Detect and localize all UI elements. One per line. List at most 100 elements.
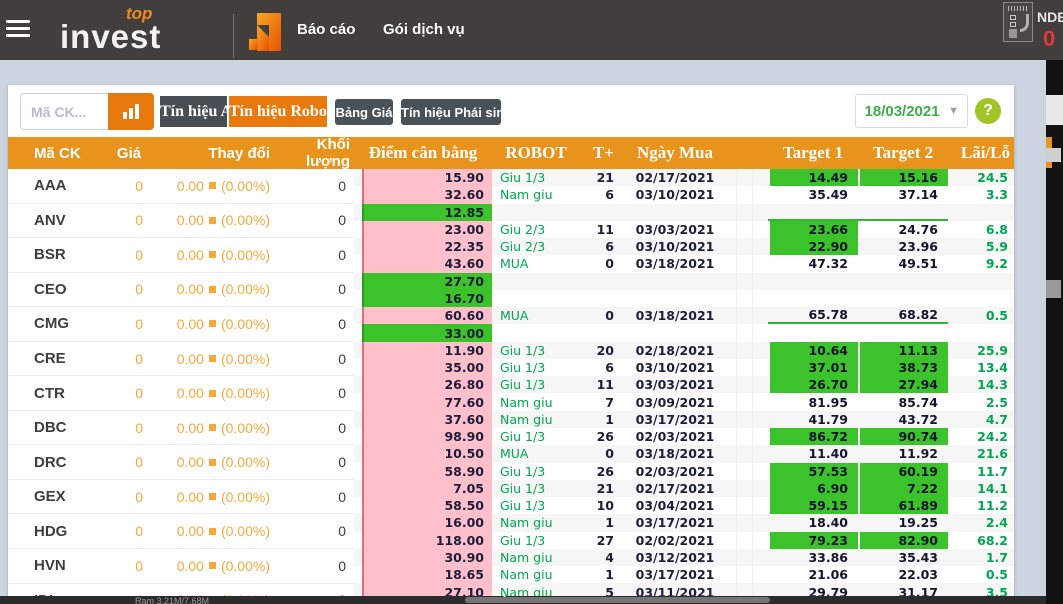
profit-loss-cell: 2.4 bbox=[985, 515, 1008, 531]
signal-row[interactable]: 43.60 MUA 0 03/18/2021 47.32 49.51 9.2 bbox=[354, 255, 1014, 273]
tplus-cell: 27 bbox=[596, 532, 614, 548]
tab-bang-gia[interactable]: Bảng Giá bbox=[335, 99, 393, 125]
col-ma-ck[interactable]: Mã CK bbox=[34, 144, 81, 162]
target1-cell: 41.79 bbox=[808, 411, 848, 427]
table-row[interactable]: CMG 0 0.00 (0.00%) 0 bbox=[8, 307, 354, 342]
change-square-icon bbox=[208, 527, 216, 535]
date-select[interactable]: 18/03/2021 ▼ bbox=[855, 94, 968, 128]
change-square-icon bbox=[208, 458, 216, 466]
target2-cell bbox=[858, 324, 948, 341]
nav-bao-cao[interactable]: Báo cáo bbox=[297, 21, 356, 38]
target2-cell bbox=[858, 204, 948, 221]
balance-cell: 11.90 bbox=[362, 341, 492, 359]
col-target1[interactable]: Target 1 bbox=[782, 143, 844, 162]
nav-goi-dich-vu[interactable]: Gói dịch vụ bbox=[383, 21, 465, 38]
help-icon[interactable]: ? bbox=[975, 98, 1001, 124]
chart-search-button[interactable] bbox=[108, 93, 154, 130]
signal-row[interactable]: 11.90 Giu 1/3 20 02/18/2021 10.64 11.13 … bbox=[354, 341, 1014, 359]
target1-cell: 37.01 bbox=[768, 358, 858, 377]
volume-cell: 0 bbox=[338, 315, 346, 332]
tab-tin-hieu-phai-sinh[interactable]: Tín hiệu Phái sinh bbox=[401, 99, 512, 125]
signal-row[interactable]: 15.90 Giu 1/3 21 02/17/2021 14.49 15.16 … bbox=[354, 169, 1014, 187]
table-row[interactable]: CRE 0 0.00 (0.00%) 0 bbox=[8, 342, 354, 377]
col-gia[interactable]: Giá bbox=[116, 144, 142, 162]
balance-cell: 10.50 bbox=[362, 445, 492, 463]
signal-row[interactable]: 26.80 Giu 1/3 11 03/03/2021 26.70 27.94 … bbox=[354, 376, 1014, 394]
signal-row[interactable]: 58.50 Giu 1/3 10 03/04/2021 59.15 61.89 … bbox=[354, 497, 1014, 515]
buy-date-cell: 03/11/2021 bbox=[635, 584, 715, 600]
signal-row[interactable]: 27.70 bbox=[354, 272, 1014, 290]
col-ngay-mua[interactable]: Ngày Mua bbox=[636, 143, 714, 162]
ticker-cell: CRE bbox=[34, 350, 66, 367]
signal-row[interactable]: 60.60 MUA 0 03/18/2021 65.78 68.82 0.5 bbox=[354, 307, 1014, 325]
robot-signal-cell bbox=[492, 324, 580, 341]
signal-row[interactable]: 23.00 Giu 2/3 11 03/03/2021 23.66 24.76 … bbox=[354, 220, 1014, 239]
balance-cell: 16.70 bbox=[362, 289, 492, 308]
col-lai-lo[interactable]: Lãi/Lỗ bbox=[960, 143, 1010, 162]
table-row[interactable]: CTR 0 0.00 (0.00%) 0 bbox=[8, 376, 354, 411]
signal-row[interactable]: 32.60 Nam giu 6 03/10/2021 35.49 37.14 3… bbox=[354, 186, 1014, 204]
tplus-cell: 0 bbox=[605, 256, 614, 272]
content-card: Tín hiệu AI Tín hiệu Robot Bảng Giá Tín … bbox=[8, 85, 1014, 604]
table-row[interactable]: BSR 0 0.00 (0.00%) 0 bbox=[8, 238, 354, 273]
signal-row[interactable]: 16.00 Nam giu 1 03/17/2021 18.40 19.25 2… bbox=[354, 514, 1014, 532]
buy-date-cell: 03/10/2021 bbox=[635, 360, 715, 376]
profit-loss-cell: 4.7 bbox=[985, 411, 1008, 427]
col-t-plus[interactable]: T+ bbox=[592, 143, 614, 162]
change-cell: 0.00(0.00%) bbox=[176, 523, 270, 540]
ram-usage-text: Ram 3.21M/7.68M bbox=[135, 596, 210, 604]
robot-signal-cell: Nam giu bbox=[500, 411, 553, 427]
target1-cell: 26.70 bbox=[768, 376, 858, 394]
robot-signal-cell: Nam giu bbox=[500, 584, 553, 600]
header-widget-button[interactable] bbox=[1003, 2, 1033, 42]
table-row[interactable]: GEX 0 0.00 (0.00%) 0 bbox=[8, 480, 354, 515]
table-row[interactable]: AAA 0 0.00 (0.00%) 0 bbox=[8, 169, 354, 204]
chevron-down-icon: ▼ bbox=[948, 105, 959, 117]
search-input[interactable] bbox=[20, 93, 109, 130]
signal-row[interactable]: 22.35 Giu 2/3 6 03/10/2021 22.90 23.96 5… bbox=[354, 238, 1014, 256]
signal-row[interactable]: 12.85 bbox=[354, 203, 1014, 221]
table-row[interactable]: HDG 0 0.00 (0.00%) 0 bbox=[8, 514, 354, 550]
table-row[interactable]: DRC 0 0.00 (0.00%) 0 bbox=[8, 445, 354, 480]
tplus-cell: 4 bbox=[605, 549, 614, 565]
col-thay-doi[interactable]: Thay đổi bbox=[208, 144, 270, 162]
signal-row[interactable]: 33.00 bbox=[354, 324, 1014, 342]
signal-row[interactable]: 77.60 Nam giu 7 03/09/2021 81.95 85.74 2… bbox=[354, 393, 1014, 411]
tplus-cell: 6 bbox=[605, 360, 614, 376]
table-row[interactable]: HVN 0 0.00 (0.00%) 0 bbox=[8, 549, 354, 584]
signal-row[interactable]: 7.05 Giu 1/3 21 02/17/2021 6.90 7.22 14.… bbox=[354, 479, 1014, 498]
col-target2[interactable]: Target 2 bbox=[872, 143, 934, 162]
signal-row[interactable]: 35.00 Giu 1/3 6 03/10/2021 37.01 38.73 1… bbox=[354, 358, 1014, 377]
signal-row[interactable]: 10.50 MUA 0 03/18/2021 11.40 11.92 21.6 bbox=[354, 445, 1014, 463]
signal-row[interactable]: 118.00 Giu 1/3 27 02/02/2021 79.23 82.90… bbox=[354, 531, 1014, 549]
signal-row[interactable]: 16.70 bbox=[354, 289, 1014, 308]
tab-tin-hieu-robot[interactable]: Tín hiệu Robot bbox=[229, 96, 332, 127]
col-khoi-luong[interactable]: Khối lượng bbox=[305, 136, 350, 170]
signal-row[interactable]: 58.90 Giu 1/3 26 02/03/2021 57.53 60.19 … bbox=[354, 462, 1014, 480]
change-square-icon bbox=[208, 285, 216, 293]
volume-cell: 0 bbox=[338, 350, 346, 367]
col-diem-can-bang[interactable]: Điểm cân bằng bbox=[368, 143, 478, 162]
table-row[interactable]: CEO 0 0.00 (0.00%) 0 bbox=[8, 273, 354, 308]
profit-loss-cell: 68.2 bbox=[977, 532, 1008, 548]
col-robot[interactable]: ROBOT bbox=[505, 143, 567, 162]
tplus-cell: 1 bbox=[605, 567, 614, 583]
signal-row[interactable]: 18.65 Nam giu 1 03/17/2021 21.06 22.03 0… bbox=[354, 566, 1014, 584]
signal-row[interactable]: 37.60 Nam giu 1 03/17/2021 41.79 43.72 4… bbox=[354, 410, 1014, 428]
price-cell: 0 bbox=[135, 212, 143, 229]
hamburger-menu-icon[interactable] bbox=[6, 20, 30, 38]
profit-loss-cell: 1.7 bbox=[985, 549, 1008, 565]
balance-cell: 18.65 bbox=[362, 566, 492, 584]
target1-cell: 86.72 bbox=[768, 427, 858, 446]
buy-date-cell: 03/17/2021 bbox=[635, 515, 715, 531]
table-row[interactable]: ANV 0 0.00 (0.00%) 0 bbox=[8, 204, 354, 239]
table-row[interactable]: DBC 0 0.00 (0.00%) 0 bbox=[8, 411, 354, 446]
chart-bars-icon bbox=[123, 104, 139, 119]
horizontal-scrollbar-thumb[interactable] bbox=[465, 597, 770, 603]
signal-row[interactable]: 98.90 Giu 1/3 26 02/03/2021 86.72 90.74 … bbox=[354, 427, 1014, 446]
signal-row[interactable]: 30.90 Nam giu 4 03/12/2021 33.86 35.43 1… bbox=[354, 548, 1014, 567]
target2-cell bbox=[858, 290, 948, 307]
change-cell: 0.00(0.00%) bbox=[176, 488, 270, 505]
tab-tin-hieu-ai[interactable]: Tín hiệu AI bbox=[160, 96, 238, 127]
volume-cell: 0 bbox=[338, 419, 346, 436]
